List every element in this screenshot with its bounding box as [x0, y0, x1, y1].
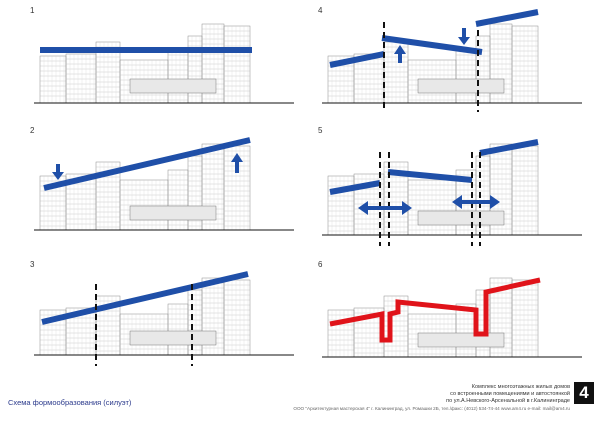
panel-number: 2: [30, 126, 35, 135]
panel-number: 4: [318, 6, 323, 15]
project-title-line: со встроенными помещениями и автостоянко…: [450, 391, 570, 397]
panel-6: 6: [318, 260, 582, 372]
down-arrow: [458, 28, 470, 45]
panel-4-drawing: [322, 9, 582, 112]
silhouette-line: [329, 139, 539, 195]
panel-number: 5: [318, 126, 323, 135]
horizontal-double-arrow: [452, 195, 500, 209]
up-arrow: [231, 153, 243, 173]
diagram-caption: Схема формообразования (силуэт): [8, 398, 132, 407]
final-silhouette-line: [329, 277, 541, 343]
panel-number: 1: [30, 6, 35, 15]
panel-number: 3: [30, 260, 35, 269]
panel-1-drawing: [34, 23, 294, 104]
building-elevation: [327, 23, 539, 104]
panel-2-drawing: [34, 137, 294, 231]
silhouette-line: [329, 9, 539, 68]
panel-1: 1: [30, 6, 294, 118]
panel-3: 3: [30, 260, 294, 372]
panel-3-drawing: [34, 271, 294, 366]
building-elevation: [39, 23, 251, 104]
panel-5: 5: [318, 126, 582, 246]
silhouette-line: [41, 271, 249, 325]
horizontal-double-arrow: [358, 201, 412, 215]
panel-number: 6: [318, 260, 323, 269]
up-arrow: [394, 45, 406, 63]
company-footer: ООО "Архитектурная мастерская 4" г. Кали…: [293, 406, 570, 411]
panel-5-drawing: [322, 139, 582, 246]
silhouette-line: [43, 137, 251, 191]
panel-4: 4: [318, 6, 582, 118]
sheet-number: 4: [574, 382, 594, 404]
project-title-line: по ул.А.Невского-Арсенальной в г.Калинин…: [446, 398, 570, 404]
project-title-line: Комплекс многоэтажных жилых домов: [471, 384, 570, 390]
down-arrow: [52, 164, 64, 180]
panel-2: 2: [30, 126, 294, 238]
panel-6-drawing: [322, 277, 582, 358]
building-elevation: [39, 143, 251, 231]
project-info: Комплекс многоэтажных жилых домов со вст…: [270, 384, 570, 412]
